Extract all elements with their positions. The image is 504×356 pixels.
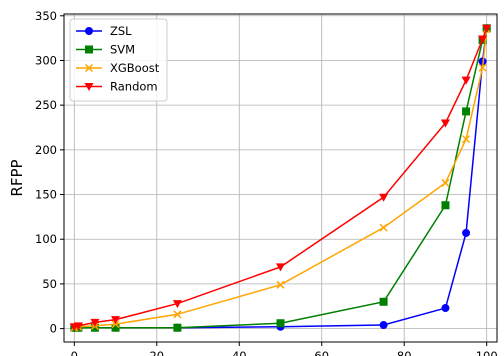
legend-item-xgboost: XGBoost [76, 61, 160, 75]
plot-frame [63, 13, 498, 343]
data-point-xgboost [379, 223, 388, 232]
y-tick-label: 0 [50, 322, 57, 336]
data-point-xgboost [441, 178, 450, 187]
data-point-svm [441, 201, 450, 210]
legend-label: XGBoost [110, 61, 160, 75]
legend-box [69, 18, 168, 102]
legend: ZSL SVM XGBoost Random [69, 18, 168, 102]
y-tick-label: 150 [35, 188, 57, 202]
data-point-random [379, 193, 389, 202]
y-tick-label: 200 [35, 143, 57, 157]
y-axis-label: RFPP [8, 159, 26, 196]
axis-ticks: 0 50 100 150 200 250 300 350 0 20 40 60 80 100 [35, 9, 498, 356]
data-point-svm [90, 323, 99, 332]
marker-stroke [441, 178, 450, 187]
data-point-svm [379, 297, 388, 306]
x-tick-label: 40 [232, 349, 247, 356]
marker-stroke [173, 310, 182, 319]
data-point-xgboost [478, 63, 487, 72]
data-point-xgboost [173, 310, 182, 319]
legend-marker [85, 27, 93, 35]
data-point-random [73, 322, 83, 331]
marker-stroke [276, 280, 285, 289]
legend-label: Random [110, 80, 158, 94]
data-point-zsl [441, 304, 450, 313]
data-point-zsl [462, 228, 471, 237]
legend-item-svm: SVM [76, 43, 135, 57]
y-tick-label: 300 [35, 53, 57, 67]
x-tick-label: 0 [71, 349, 78, 356]
marker-stroke [379, 223, 388, 232]
data-point-random [440, 119, 450, 128]
y-tick-label: 250 [35, 98, 57, 112]
data-point-random [90, 318, 100, 327]
series-group [69, 24, 492, 332]
data-point-svm [276, 319, 285, 328]
legend-item-zsl: ZSL [76, 24, 132, 38]
marker-stroke [462, 135, 471, 144]
series-random [69, 24, 492, 332]
grid [64, 14, 497, 342]
y-tick-label: 350 [35, 9, 57, 23]
data-point-random [172, 300, 182, 309]
marker-stroke [478, 63, 487, 72]
data-point-xgboost [276, 280, 285, 289]
legend-label: SVM [110, 43, 135, 57]
legend-marker [85, 45, 93, 54]
data-point-xgboost [462, 135, 471, 144]
data-point-random [111, 316, 121, 325]
data-point-random [461, 76, 471, 85]
data-point-random [478, 35, 488, 44]
data-point-svm [111, 323, 120, 332]
x-tick-label: 100 [476, 349, 498, 356]
y-tick-label: 50 [42, 277, 57, 291]
legend-marker [84, 63, 94, 73]
data-point-random [276, 263, 285, 272]
legend-label: ZSL [110, 24, 132, 38]
x-tick-label: 80 [397, 349, 412, 356]
data-point-random [482, 24, 492, 33]
marker-stroke [84, 63, 94, 73]
x-tick-label: 20 [149, 349, 164, 356]
data-point-svm [173, 323, 182, 332]
y-tick-label: 100 [35, 232, 57, 246]
data-point-svm [462, 107, 471, 116]
data-point-zsl [379, 321, 388, 330]
legend-marker [84, 83, 94, 91]
x-tick-label: 60 [314, 349, 329, 356]
legend-item-random: Random [76, 80, 158, 94]
